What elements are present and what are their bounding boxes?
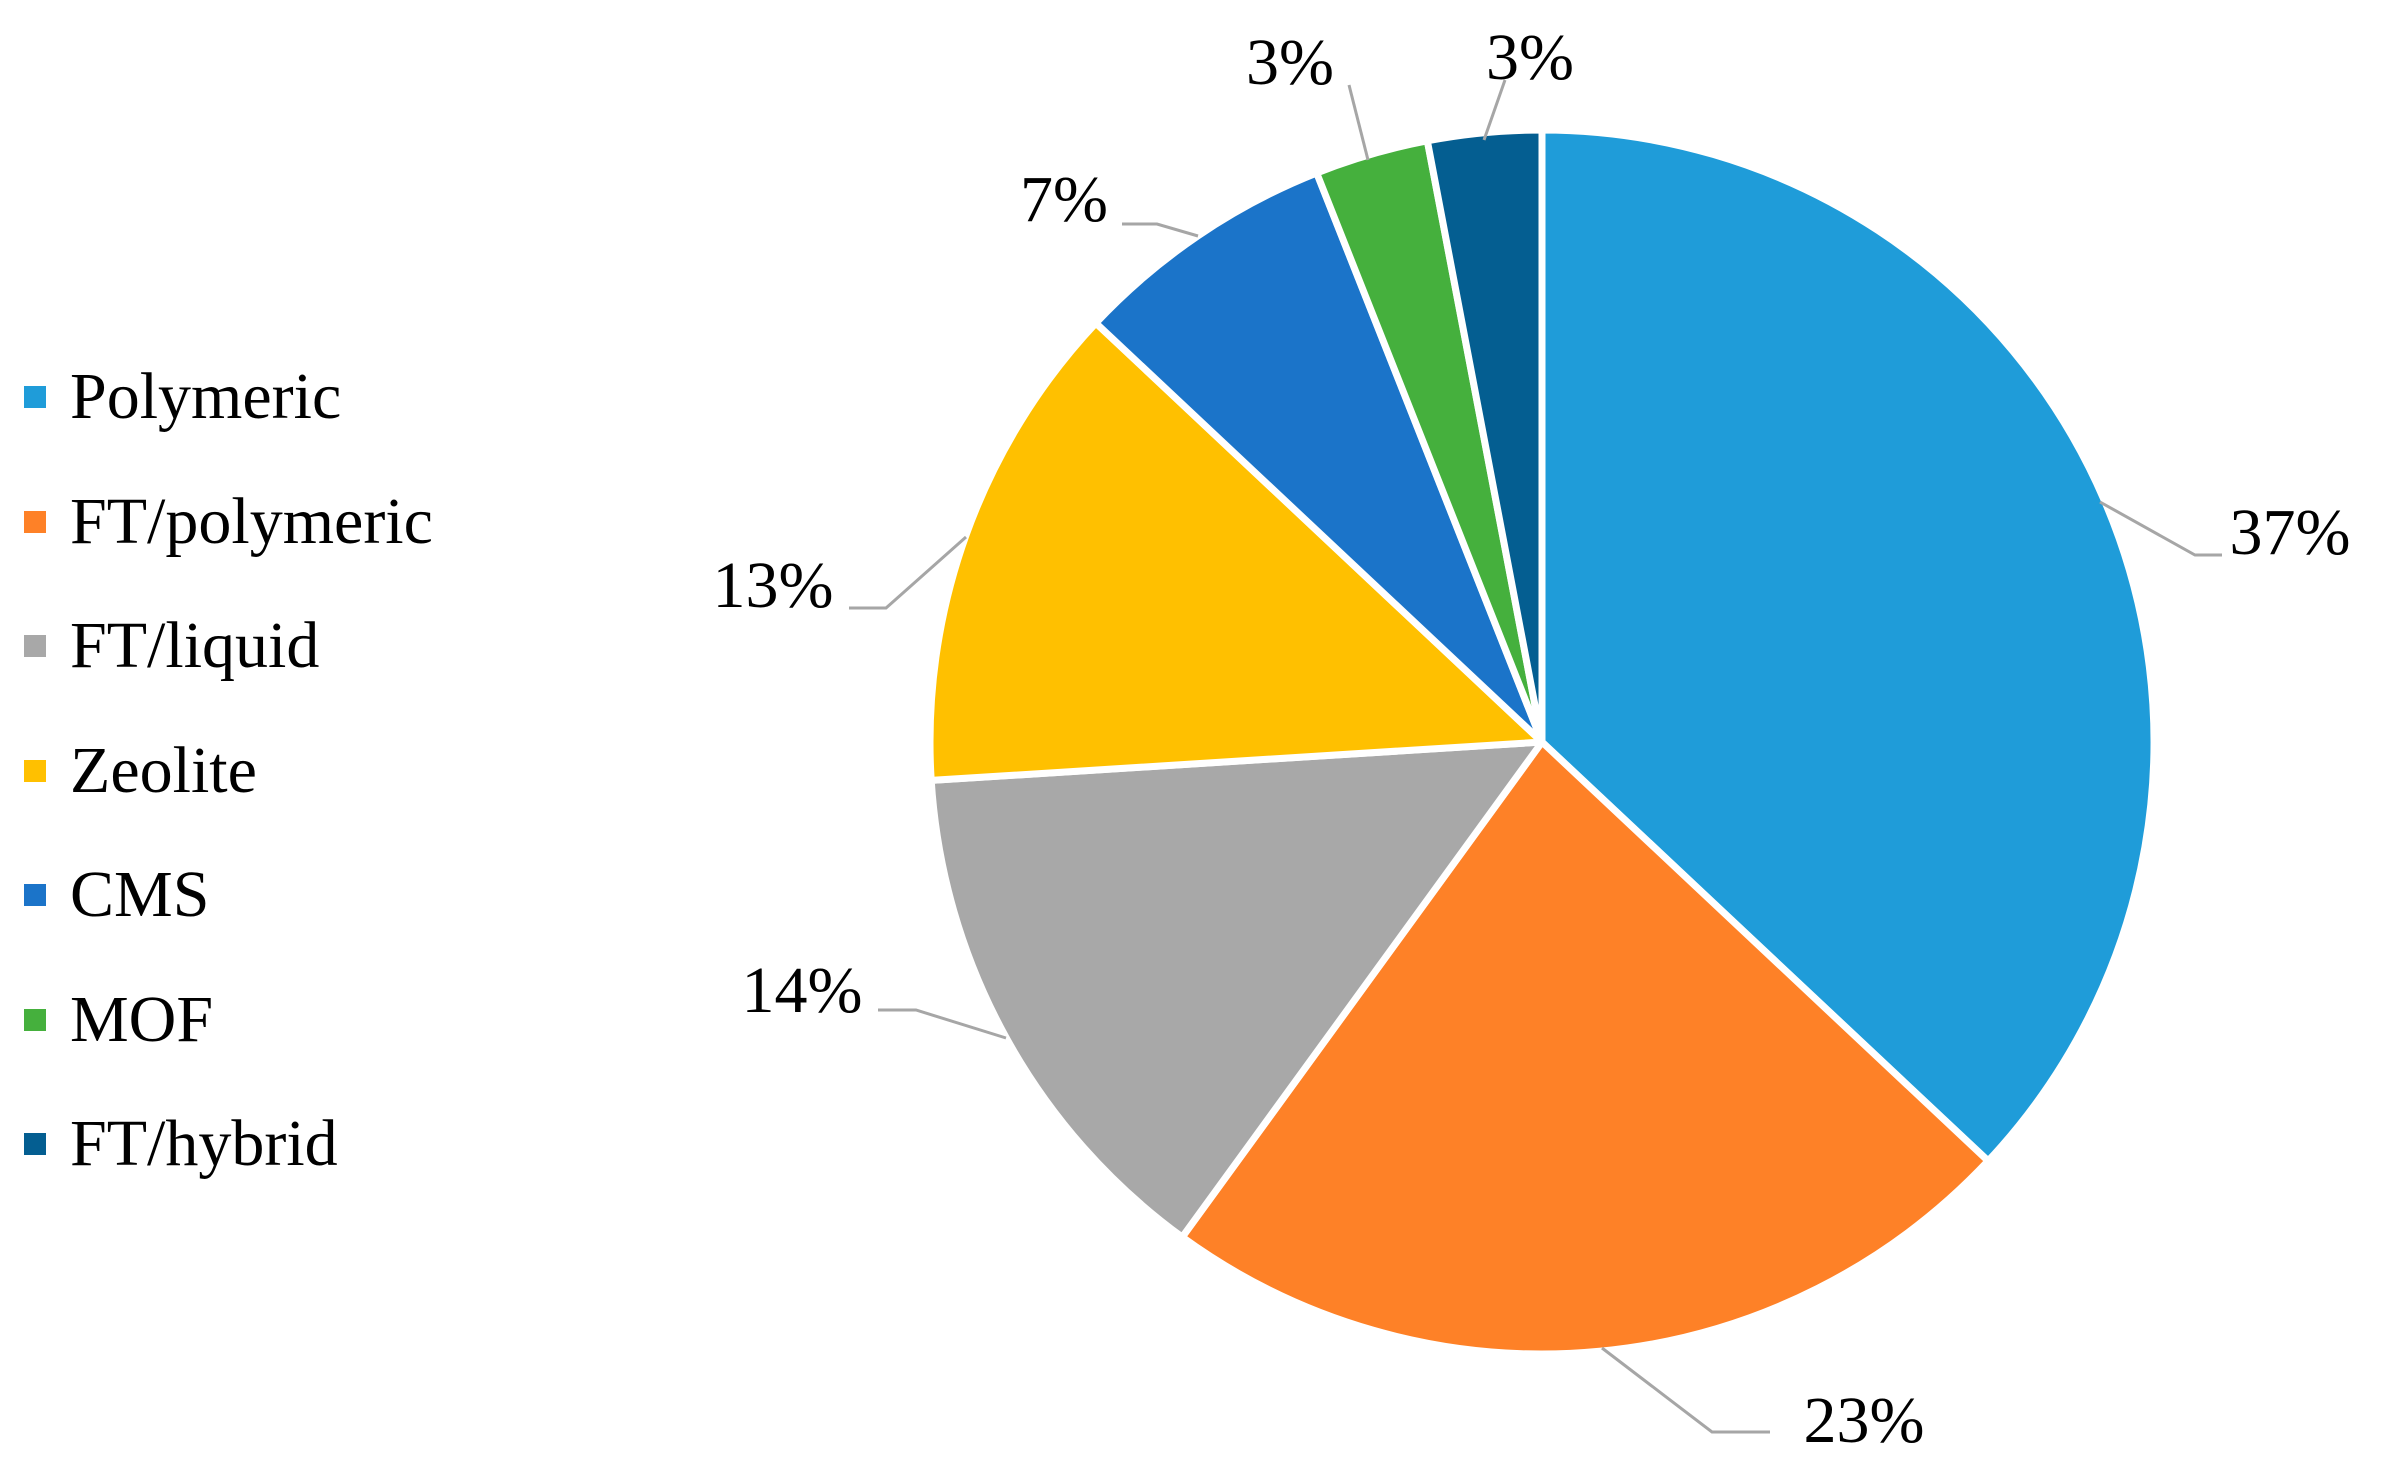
- leader-line: [878, 1008, 1007, 1040]
- legend-label: FT/polymeric: [70, 484, 433, 558]
- legend-swatch: [24, 759, 46, 782]
- data-label: 3%: [1246, 26, 1334, 99]
- leader-line: [1601, 1346, 1770, 1434]
- legend-label: MOF: [70, 982, 214, 1056]
- legend-label: Polymeric: [70, 360, 342, 434]
- legend-item-ft-liquid: FT/liquid: [24, 584, 433, 709]
- legend-label: CMS: [70, 858, 210, 932]
- legend-item-polymeric: Polymeric: [24, 335, 433, 460]
- legend-item-zeolite: Zeolite: [24, 709, 433, 834]
- legend-swatch: [24, 884, 46, 907]
- legend-label: FT/liquid: [70, 609, 320, 683]
- leader-line: [1347, 84, 1370, 161]
- legend: Polymeric FT/polymeric FT/liquid Zeolite…: [24, 335, 433, 1207]
- pie-slice-polymeric: [1538, 126, 2158, 1165]
- leader-line: [1122, 222, 1199, 238]
- data-label: 14%: [742, 954, 863, 1027]
- pie-slice-ft-hybrid: [1423, 126, 1546, 746]
- data-label: 3%: [1486, 21, 1574, 94]
- legend-item-ft-hybrid: FT/hybrid: [24, 1082, 433, 1207]
- pie-slice-ft-polymeric: [1178, 738, 1992, 1358]
- leader-line: [849, 535, 967, 610]
- data-label: 23%: [1804, 1384, 1925, 1457]
- data-label: 37%: [2230, 496, 2351, 569]
- leader-line: [1482, 79, 1507, 141]
- legend-swatch: [24, 386, 46, 409]
- legend-label: Zeolite: [70, 733, 257, 807]
- pie-slice-zeolite: [926, 319, 1546, 784]
- legend-item-cms: CMS: [24, 833, 433, 958]
- data-label: 7%: [1020, 163, 1108, 236]
- legend-label: FT/hybrid: [70, 1107, 338, 1181]
- leader-line: [2099, 500, 2222, 557]
- data-label: 13%: [713, 549, 834, 622]
- legend-swatch: [24, 1008, 46, 1031]
- legend-swatch: [24, 1133, 46, 1156]
- legend-item-mof: MOF: [24, 958, 433, 1083]
- legend-swatch: [24, 635, 46, 658]
- legend-item-ft-polymeric: FT/polymeric: [24, 460, 433, 585]
- legend-swatch: [24, 510, 46, 533]
